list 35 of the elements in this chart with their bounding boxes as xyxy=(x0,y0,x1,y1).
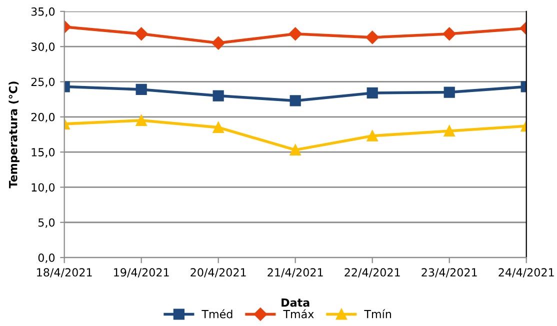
x-tick-label: 23/4/2021 xyxy=(422,268,477,278)
point xyxy=(366,130,378,142)
y-tick-label: 0,0 xyxy=(38,254,55,264)
x-tick-label: 19/4/2021 xyxy=(114,268,169,278)
point xyxy=(288,27,302,40)
point xyxy=(212,122,224,133)
y-tick-label: 10,0 xyxy=(32,183,55,193)
y-tick-label: 30,0 xyxy=(31,42,55,52)
x-tick-label: 18/4/2021 xyxy=(37,268,92,278)
point xyxy=(442,27,456,40)
point xyxy=(290,144,301,156)
y-tick-label: 15,0 xyxy=(32,148,55,158)
y-axis-title: Temperatura (°C) xyxy=(8,82,20,188)
point xyxy=(136,84,147,96)
legend-label: Tméd xyxy=(202,309,232,318)
point xyxy=(212,90,224,102)
legend-label: Tmáx xyxy=(283,309,314,318)
point xyxy=(136,114,147,126)
x-tick-label: 20/4/2021 xyxy=(190,268,246,278)
point xyxy=(444,86,455,98)
y-tick-label: 20,0 xyxy=(31,112,55,122)
x-axis-title: Data xyxy=(282,298,310,307)
x-tick-label: 22/4/2021 xyxy=(344,268,400,278)
point xyxy=(366,30,379,44)
point xyxy=(134,27,148,40)
x-tick-label: 21/4/2021 xyxy=(268,268,323,278)
point xyxy=(290,95,301,106)
y-tick-label: 25,0 xyxy=(31,78,55,88)
point xyxy=(444,125,455,137)
y-tick-label: 35,0 xyxy=(31,7,55,17)
y-tick-label: 5,0 xyxy=(38,218,55,228)
point xyxy=(366,87,378,99)
legend-label: Tmín xyxy=(364,309,392,318)
x-tick-label: 24/4/2021 xyxy=(498,268,554,278)
point xyxy=(212,36,225,50)
